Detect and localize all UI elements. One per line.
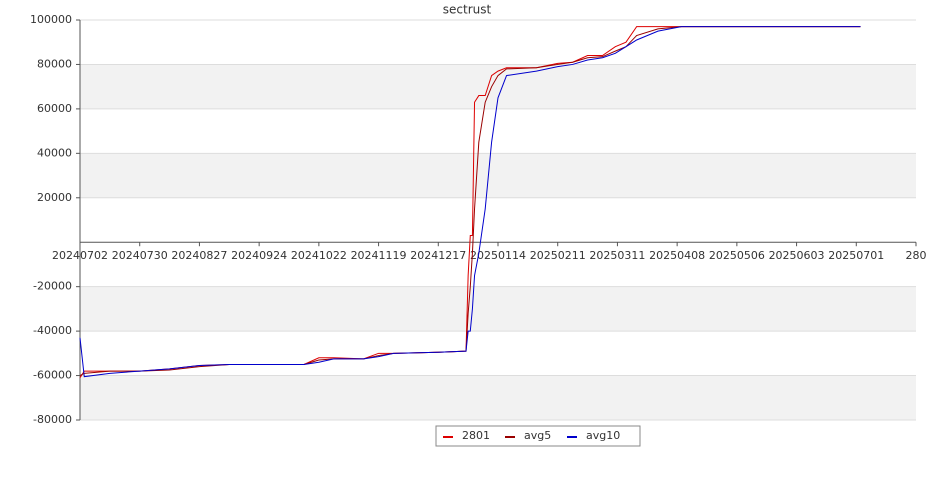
y-tick-label: 80000 — [37, 57, 72, 70]
x-tick-label: 20250211 — [530, 249, 586, 262]
x-tick-label: 20241022 — [291, 249, 347, 262]
x-tick-label: 20241217 — [410, 249, 466, 262]
legend-box — [435, 425, 641, 447]
x-tick-label: 20241119 — [351, 249, 407, 262]
grid-band — [80, 64, 916, 109]
y-tick-label: -20000 — [33, 280, 72, 293]
x-tick-label: 20250701 — [828, 249, 884, 262]
x-tick-label: 20250114 — [470, 249, 526, 262]
series-line — [79, 26, 861, 378]
legend-label: avg10 — [586, 429, 620, 442]
y-tick-label: 20000 — [37, 191, 72, 204]
grid-band — [80, 153, 916, 198]
x-tick-label: 20250506 — [709, 249, 765, 262]
grid-band — [80, 375, 916, 420]
y-tick-label: -80000 — [33, 413, 72, 426]
x-tick-label: 20240924 — [231, 249, 287, 262]
y-tick-label: 100000 — [30, 13, 72, 26]
x-tick-label: 20250408 — [649, 249, 705, 262]
grid-band — [80, 286, 916, 332]
y-tick-label: -60000 — [33, 369, 72, 382]
x-tick-label: 20240702 — [52, 249, 108, 262]
y-tick-label: 60000 — [37, 102, 72, 115]
x-tick-label: 20240827 — [171, 249, 227, 262]
x-tick-label: 20250311 — [589, 249, 645, 262]
x-tick-label: 20240730 — [112, 249, 168, 262]
legend-label: avg5 — [524, 429, 551, 442]
legend-label: 2801 — [462, 429, 490, 442]
x-tick-label: 20250603 — [769, 249, 825, 262]
x-tick-label: 280 — [906, 249, 927, 262]
y-tick-label: 40000 — [37, 146, 72, 159]
chart-title: sectrust — [443, 3, 492, 17]
y-tick-label: -40000 — [33, 324, 72, 337]
